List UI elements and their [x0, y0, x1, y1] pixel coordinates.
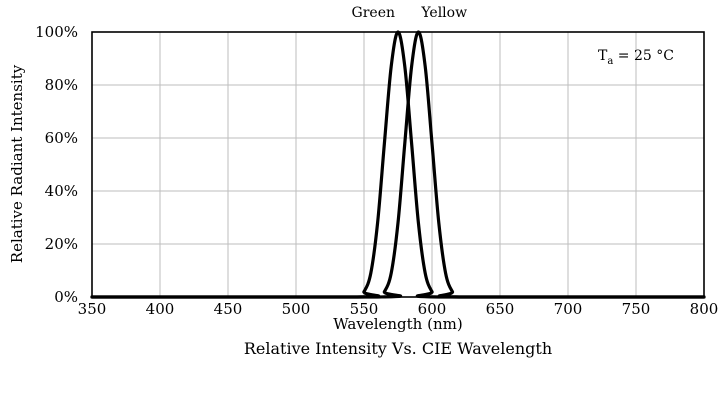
- series-line-yellow: [90, 30, 706, 299]
- y-tick-label: 40%: [45, 182, 78, 200]
- x-tick-label: 800: [690, 300, 719, 318]
- x-tick-label: 750: [622, 300, 651, 318]
- x-tick-label: 500: [282, 300, 311, 318]
- temperature-annotation: Ta = 25 °C: [598, 48, 674, 67]
- y-tick-label: 0%: [54, 288, 78, 306]
- x-tick-label: 700: [554, 300, 583, 318]
- series-layer: [90, 30, 706, 299]
- grid-layer: [92, 32, 704, 297]
- chart-title: Relative Intensity Vs. CIE Wavelength: [244, 339, 552, 358]
- x-tick-labels: 350 400 450 500 550 600 650 700 750 800: [78, 300, 719, 318]
- y-axis-label: Relative Radiant Intensity: [8, 64, 26, 263]
- x-axis-label: Wavelength (nm): [333, 315, 462, 333]
- y-tick-label: 100%: [35, 23, 78, 41]
- x-tick-label: 600: [418, 300, 447, 318]
- series-label-green: Green: [352, 5, 395, 21]
- x-tick-label: 450: [214, 300, 243, 318]
- y-tick-labels: 0% 20% 40% 60% 80% 100%: [35, 23, 78, 306]
- x-tick-label: 350: [78, 300, 107, 318]
- series-label-yellow: Yellow: [420, 5, 467, 21]
- x-tick-label: 400: [146, 300, 175, 318]
- y-tick-label: 20%: [45, 235, 78, 253]
- series-line-green: [90, 30, 706, 299]
- series-labels: Green Yellow: [352, 5, 468, 21]
- plot-area-border: [91, 31, 705, 298]
- annotation-value: = 25 °C: [613, 48, 674, 64]
- y-tick-label: 60%: [45, 129, 78, 147]
- annotation-symbol: T: [598, 48, 608, 64]
- x-tick-label: 550: [350, 300, 379, 318]
- annotation-subscript: a: [607, 56, 613, 67]
- y-tick-label: 80%: [45, 76, 78, 94]
- x-tick-label: 650: [486, 300, 515, 318]
